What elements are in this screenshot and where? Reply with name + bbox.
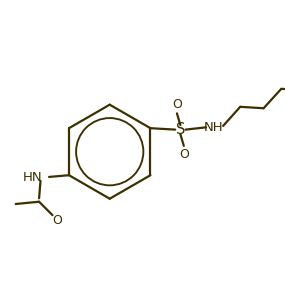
- Text: O: O: [179, 148, 189, 161]
- Text: O: O: [52, 214, 62, 227]
- Text: O: O: [172, 98, 182, 111]
- Text: S: S: [176, 122, 185, 137]
- Text: NH: NH: [203, 121, 223, 134]
- Text: HN: HN: [22, 171, 42, 184]
